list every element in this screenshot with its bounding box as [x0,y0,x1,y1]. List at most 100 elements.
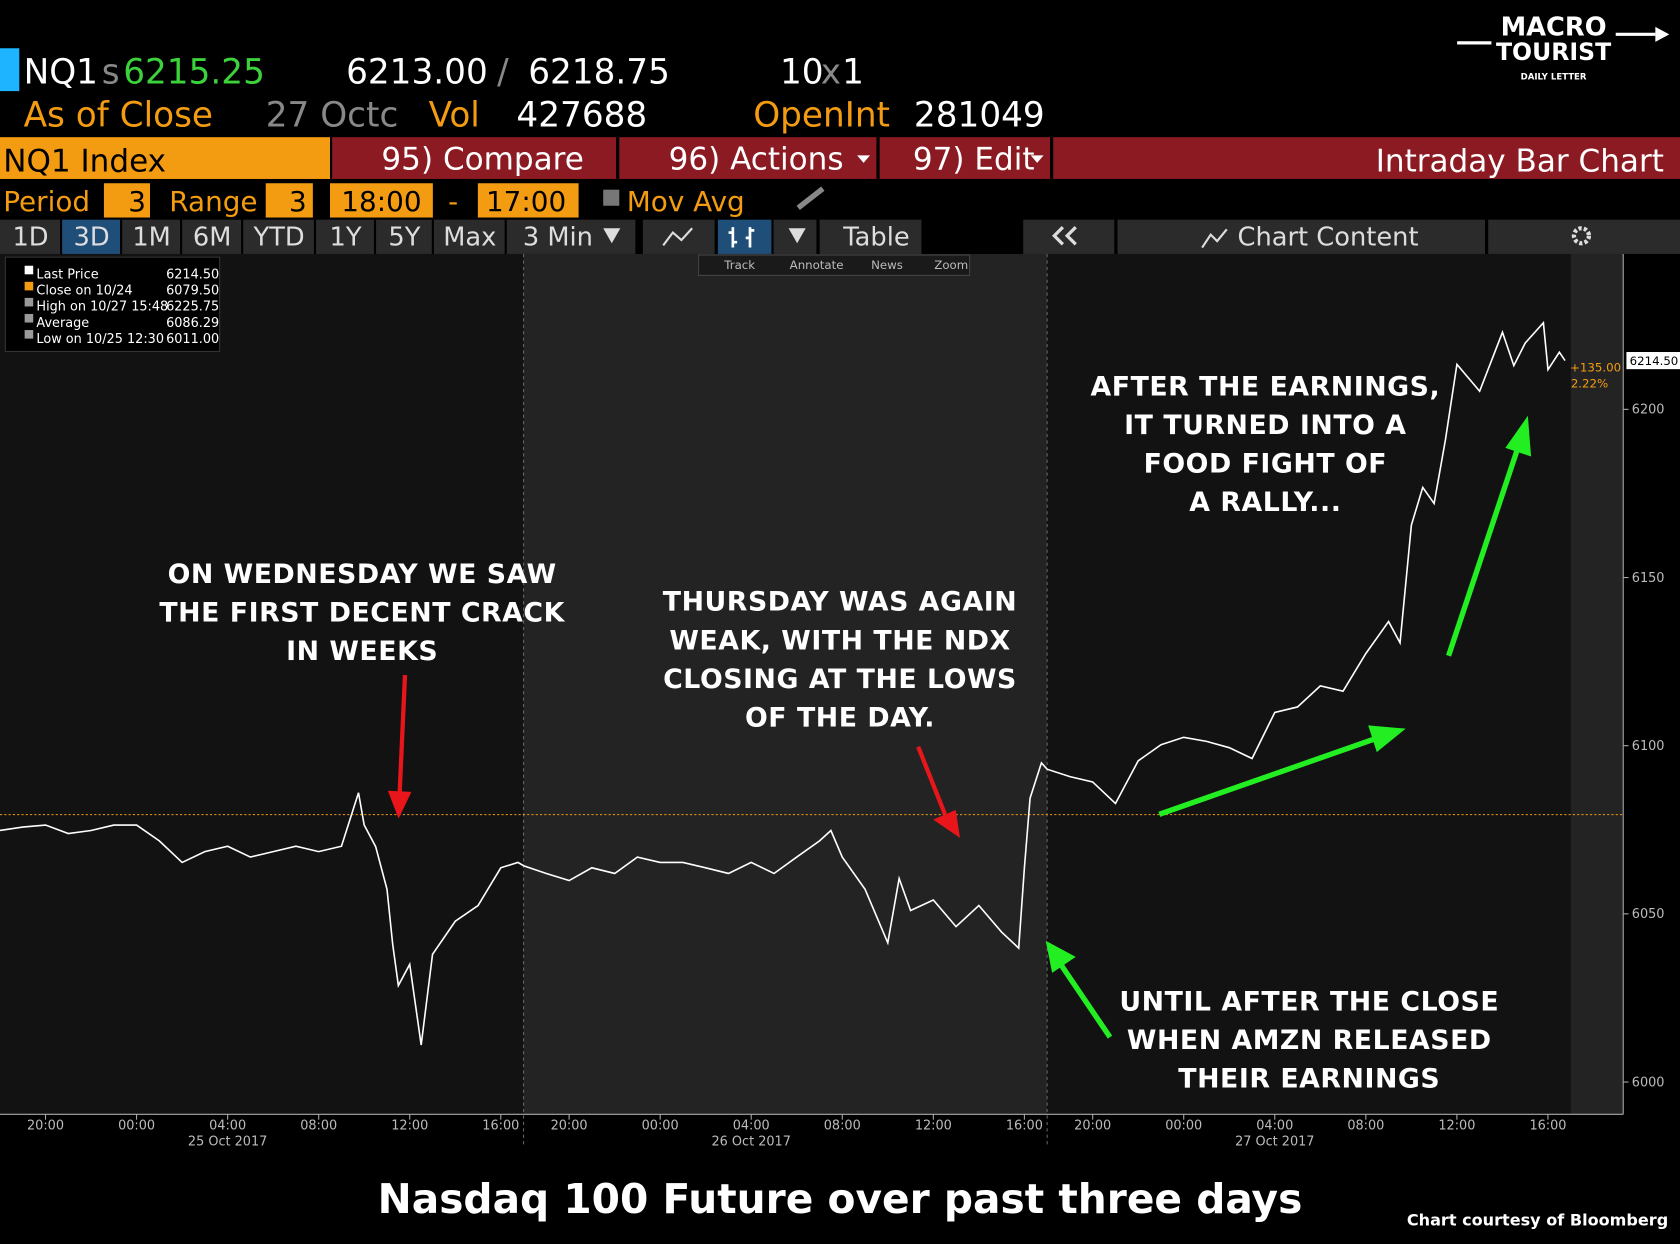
x-tick-label: 16:00 [1006,1118,1043,1133]
overlay: Last Price 6214.50 Close on 10/24 6079.50Hi… [4,256,1499,1095]
tab[interactable] [182,219,242,254]
arrow [916,746,947,816]
tab-label[interactable]: YTD [253,222,305,252]
tab-label[interactable]: 1M [132,222,171,252]
menu-button[interactable] [879,137,1050,179]
session-background [1047,253,1571,1115]
compare[interactable]: 95) Compare [381,141,583,177]
actions[interactable]: 96) Actions [669,141,844,177]
legend-swatch [24,265,34,275]
pencil-icon[interactable] [796,186,825,211]
size-ask: 1 [842,53,864,93]
last-prefix: s [102,53,120,93]
annotation: UNTIL AFTER THE CLOSE [1119,986,1499,1017]
legend-swatch [24,281,34,291]
x-tick-label: 00:00 [118,1118,155,1133]
x-tick-label: 00:00 [1165,1118,1202,1133]
y-tick-label: 6100 [1632,739,1665,754]
chart-content[interactable]: Chart Content [1238,222,1419,252]
security-bar[interactable] [0,137,330,179]
annotation: AFTER THE EARNINGS, [1091,371,1441,402]
session-background [0,253,524,1115]
arrow-head [933,810,960,838]
input-box[interactable] [477,183,579,218]
dropdown-icon [603,228,621,244]
dash: - [448,185,458,218]
arrow-head [387,790,412,819]
x-tick-label: 20:00 [27,1118,64,1133]
period[interactable]: 3 [128,185,146,218]
asof-label: As of Close [24,95,213,135]
tab[interactable] [62,219,120,254]
annotation: THE FIRST DECENT CRACK [159,597,565,628]
table[interactable]: Table [842,222,909,252]
credit: Chart courtesy of Bloomberg [1407,1211,1668,1230]
tab[interactable] [0,219,60,254]
chart-content-icon [1201,228,1228,249]
start-time[interactable]: 18:00 [341,185,421,218]
toolbar-button[interactable]: News [871,258,903,272]
input-box[interactable] [103,183,150,218]
y-tick-label: 6000 [1632,1075,1665,1090]
input-box[interactable] [265,183,313,218]
y-tick-label: 6150 [1632,571,1665,586]
tab-label[interactable]: 3D [74,222,110,252]
checkbox[interactable] [603,189,620,206]
mov-avg[interactable]: Mov Avg [627,185,745,218]
tab[interactable] [122,219,180,254]
x-tick-label: 12:00 [1438,1118,1475,1133]
view-title: Intraday Bar Chart [1376,143,1664,179]
x-tick-label: 20:00 [1074,1118,1111,1133]
range[interactable]: 3 [289,185,307,218]
input-box[interactable] [330,183,433,218]
edit[interactable]: 97) Edit [913,141,1035,177]
period-label: Period [3,185,90,218]
tab-label[interactable]: 6M [193,222,232,252]
size-bid: 10 [780,53,824,93]
settings-button[interactable] [1488,219,1680,254]
toolbar-button[interactable]: Track [723,258,755,272]
interval[interactable]: 3 Min [523,222,593,252]
oi-label: OpenInt [753,95,890,135]
x-tick-label: 16:00 [1529,1118,1566,1133]
legend [4,256,221,352]
tab-label[interactable]: 1Y [330,222,362,252]
tab-label[interactable]: 5Y [388,222,420,252]
chart-content-button[interactable] [1117,219,1486,254]
legend-label: High on 10/27 15:48 [36,300,168,315]
toolbar-button[interactable]: Zoom [934,258,968,272]
legend-value: 6079.50 [166,284,219,299]
arrow [1446,449,1520,657]
tab-label[interactable]: Max [443,222,496,252]
annotation: CLOSING AT THE LOWS [663,664,1017,695]
change-pct: 2.22% [1571,376,1608,390]
annotation: THEIR EARNINGS [1178,1064,1440,1095]
dropdown-icon [788,228,806,244]
bar-icon-button[interactable] [717,219,772,254]
arrow [1158,736,1375,817]
y-tick-label: 6200 [1632,403,1665,418]
security: NQ1 Index [3,143,166,179]
menu-button[interactable] [619,137,877,179]
tab[interactable] [243,219,314,254]
legend-value: 6214.50 [166,268,219,283]
logo-line: TOURIST [1496,38,1611,66]
logo-line: MACRO [1501,12,1607,42]
toolbar [698,254,971,276]
toolbar-button[interactable]: Annotate [790,258,844,272]
annotation: IT TURNED INTO A [1124,410,1406,441]
x-tick-label: 20:00 [551,1118,588,1133]
menu-button[interactable] [332,137,617,179]
logo-arrow [1655,26,1670,42]
tab[interactable] [433,219,505,254]
table-button[interactable] [819,219,922,254]
x-tick-label: 04:00 [733,1118,770,1133]
end-time[interactable]: 17:00 [486,185,566,218]
tab-label[interactable]: 1D [12,222,48,252]
tab[interactable] [316,219,374,254]
tab[interactable] [376,219,432,254]
arrows [387,415,1532,1039]
arrow-head [1045,940,1076,973]
x-tick-label: 08:00 [1347,1118,1384,1133]
legend-label: Last Price [36,268,98,283]
